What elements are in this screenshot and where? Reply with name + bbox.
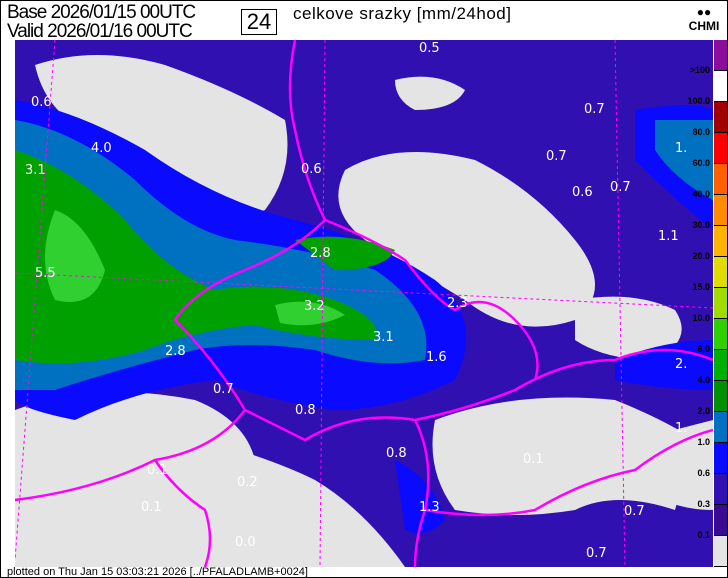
base-time-value: 2026/01/15 00UTC: [50, 2, 197, 23]
legend-label: 10.0: [692, 313, 710, 323]
plot-footer: plotted on Thu Jan 15 03:03:21 2026 [../…: [7, 566, 308, 578]
value-label: 3.1: [25, 163, 46, 178]
legend-swatch: [714, 288, 727, 319]
value-label: 5.5: [35, 266, 56, 281]
value-label: 0.7: [586, 546, 607, 561]
value-label: 0.6: [572, 185, 593, 200]
legend-label: 30.0: [692, 220, 710, 230]
legend-swatch: [714, 536, 727, 567]
legend-swatch: [714, 474, 727, 505]
legend-label: 80.0: [692, 127, 710, 137]
value-label: 0.6: [31, 95, 52, 110]
value-label: 0.1: [147, 463, 168, 478]
precipitation-values: 0.5 0.7 0.6 4.0 0.7 3.1 0.6 0.6 0.7 1.1 …: [25, 41, 687, 561]
legend-label: 0.1: [697, 530, 710, 540]
color-legend: >100 100.0 80.0 60.0 40.0 30.0 20.0 15.0 10.0 6.0…: [687, 40, 727, 567]
value-label: 1.3: [419, 500, 440, 515]
legend-label: 40.0: [692, 189, 710, 199]
value-label: 3.1: [373, 330, 394, 345]
value-label: 0.7: [546, 149, 567, 164]
legend-swatch: [714, 40, 727, 71]
value-label: 0.2: [237, 475, 258, 490]
legend-label: >100: [689, 65, 710, 75]
value-label: 0.7: [610, 180, 631, 195]
value-label: 1.6: [426, 350, 447, 365]
legend-swatch: [714, 133, 727, 164]
legend-label: 4.0: [697, 375, 710, 385]
valid-time-value: 2026/01/16 00UTC: [47, 21, 193, 42]
value-label: 0.8: [295, 403, 316, 418]
legend-label: 0.6: [697, 468, 710, 478]
legend-swatch: [714, 226, 727, 257]
legend-label: 100.0: [687, 96, 710, 106]
value-label: 2.8: [310, 246, 331, 261]
legend-swatch: [714, 195, 727, 226]
dry-areas: [15, 55, 713, 567]
legend-label: 2.0: [697, 406, 710, 416]
value-label: 0.1: [523, 452, 544, 467]
legend-swatch: [714, 257, 727, 288]
bright-green-areas: [45, 210, 345, 326]
value-label: 0.8: [386, 446, 407, 461]
value-label: 0.1: [141, 500, 162, 515]
legend-swatch: [714, 443, 727, 474]
value-label: 0.7: [624, 504, 645, 519]
legend-swatch: [714, 71, 727, 102]
legend-swatch: [714, 164, 727, 195]
legend-swatch: [714, 102, 727, 133]
value-label: 0.5: [419, 41, 440, 56]
value-label: 2.8: [165, 344, 186, 359]
value-label: 2.: [675, 357, 687, 372]
country-borders: [15, 40, 713, 567]
legend-label: 20.0: [692, 251, 710, 261]
logo-text: CHMI: [688, 19, 720, 33]
legend-swatch: [714, 412, 727, 443]
legend-label: 6.0: [697, 344, 710, 354]
precipitation-map: 0.5 0.7 0.6 4.0 0.7 3.1 0.6 0.6 0.7 1.1 …: [15, 40, 713, 567]
value-label: 1.: [675, 421, 687, 436]
legend-swatch: [714, 505, 727, 536]
chmi-logo: ●● CHMI: [685, 5, 723, 33]
value-label: 0.6: [301, 162, 322, 177]
map-title: celkove srazky [mm/24hod]: [293, 4, 512, 23]
legend-label: 15.0: [692, 282, 710, 292]
valid-time: Valid 2026/01/16 00UTC: [7, 21, 193, 42]
grid-lines: [15, 40, 713, 567]
value-label: 0.7: [584, 102, 605, 117]
value-label: 0.0: [235, 535, 256, 550]
value-label: 2.3: [447, 296, 468, 311]
legend-label: 1.0: [697, 437, 710, 447]
legend-swatch: [714, 381, 727, 412]
legend-swatch: [714, 319, 727, 350]
legend-label: 0.3: [697, 499, 710, 509]
logo-mark: ●●: [696, 5, 712, 19]
forecast-hours-box: 24: [241, 9, 277, 35]
value-label: 0.7: [213, 382, 234, 397]
base-label: Base: [7, 2, 47, 23]
value-label: 1.: [675, 141, 687, 156]
value-label: 4.0: [91, 141, 112, 156]
valid-label: Valid: [7, 21, 44, 42]
value-label: 1.1: [658, 229, 679, 244]
legend-label: 60.0: [692, 158, 710, 168]
base-time: Base 2026/01/15 00UTC: [7, 2, 197, 23]
legend-swatch: [714, 350, 727, 381]
value-label: 3.2: [304, 299, 325, 314]
